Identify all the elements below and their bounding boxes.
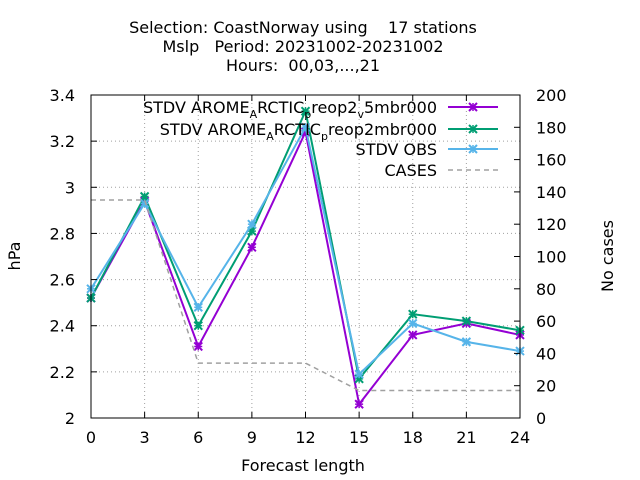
y-tick-label-2: 2 bbox=[65, 409, 75, 428]
legend-label-part: A bbox=[266, 130, 274, 143]
data-point-1-9 bbox=[247, 242, 257, 252]
legend-label-part: RCTIC bbox=[274, 120, 321, 139]
title-line-3: Hours: 00,03,...,21 bbox=[226, 56, 380, 75]
data-point-3-18 bbox=[408, 318, 418, 329]
y-axis-label: hPa bbox=[5, 242, 24, 271]
series-line-4 bbox=[91, 199, 520, 392]
y-tick-label-3.4: 3.4 bbox=[50, 86, 75, 105]
x-tick-label-9: 9 bbox=[247, 428, 257, 447]
data-point-2-9 bbox=[247, 226, 257, 236]
y-tick-label-2.4: 2.4 bbox=[50, 317, 75, 336]
data-point-1-15 bbox=[354, 399, 364, 409]
chart-title: Selection: CoastNorway using 17 stations… bbox=[129, 18, 477, 75]
data-point-1-6 bbox=[193, 341, 203, 352]
legend-label-part: RCTIC bbox=[257, 98, 304, 117]
axis-labels: Forecast length hPa No cases bbox=[5, 220, 617, 475]
legend-label-part: STDV AROME bbox=[160, 120, 267, 139]
data-point-2-3 bbox=[139, 191, 150, 202]
data-point-3-9 bbox=[247, 219, 257, 229]
legend-label-part: p bbox=[304, 108, 311, 121]
x-tick-label-6: 6 bbox=[193, 428, 203, 447]
legend-entry-1: STDV AROMEARCTICpreop2v5mbr000 bbox=[143, 98, 498, 121]
title-line-1: Selection: CoastNorway using 17 stations bbox=[129, 18, 477, 37]
x-tick-label-12: 12 bbox=[295, 428, 315, 447]
legend-entry-3: STDV OBS bbox=[356, 140, 498, 159]
legend-label-3: STDV OBS bbox=[356, 140, 437, 159]
series-layer bbox=[86, 106, 525, 409]
legend-label-4: CASES bbox=[384, 161, 437, 180]
title-line-2: Mslp Period: 20231002-20231002 bbox=[162, 37, 443, 56]
y2-tick-label-120: 120 bbox=[536, 215, 567, 234]
legend-entry-4: CASES bbox=[384, 161, 498, 180]
y2-tick-label-60: 60 bbox=[536, 312, 556, 331]
legend-label-part: reop2mbr000 bbox=[328, 120, 437, 139]
data-point-2-12 bbox=[300, 106, 311, 116]
y2-tick-label-160: 160 bbox=[536, 151, 567, 170]
legend-label-part: v bbox=[357, 108, 364, 121]
x-tick-label-3: 3 bbox=[140, 428, 150, 447]
x-tick-label-15: 15 bbox=[349, 428, 369, 447]
legend-label-2: STDV AROMEARCTICpreop2mbr000 bbox=[160, 120, 437, 143]
y-tick-label-2.8: 2.8 bbox=[50, 224, 75, 243]
data-point-2-21 bbox=[461, 316, 472, 326]
axis-ticks: 0 3 6 9 12 15 18 21 24 2 2.2 2.4 2.6 2.8 3 3.2 3.4 0 20 40 6… bbox=[50, 86, 567, 447]
data-point-2-6 bbox=[193, 321, 203, 331]
y2-tick-label-80: 80 bbox=[536, 280, 556, 299]
data-point-3-12 bbox=[300, 122, 311, 133]
series-3 bbox=[86, 122, 525, 379]
x-tick-label-0: 0 bbox=[86, 428, 96, 447]
legend-label-part: reop2 bbox=[311, 98, 357, 117]
data-point-3-15 bbox=[354, 369, 364, 379]
legend-label-part: 5mbr000 bbox=[364, 98, 437, 117]
legend-entry-2: STDV AROMEARCTICpreop2mbr000 bbox=[160, 120, 498, 143]
data-point-1-18 bbox=[408, 330, 418, 340]
legend-label-1: STDV AROMEARCTICpreop2v5mbr000 bbox=[143, 98, 437, 121]
series-line-3 bbox=[90, 124, 521, 377]
y2-tick-label-20: 20 bbox=[536, 377, 556, 396]
legend-label-part: STDV AROME bbox=[143, 98, 250, 117]
y2-tick-label-140: 140 bbox=[536, 183, 567, 202]
y-tick-label-3.2: 3.2 bbox=[50, 132, 75, 151]
series-4 bbox=[91, 199, 520, 392]
y2-axis-label: No cases bbox=[598, 220, 617, 292]
y-tick-label-2.6: 2.6 bbox=[50, 271, 75, 290]
x-tick-label-24: 24 bbox=[510, 428, 530, 447]
data-point-3-6 bbox=[193, 302, 203, 312]
y2-tick-label-100: 100 bbox=[536, 248, 567, 267]
data-point-2-18 bbox=[408, 309, 418, 319]
y2-tick-label-200: 200 bbox=[536, 86, 567, 105]
grid bbox=[91, 95, 520, 418]
y2-tick-label-0: 0 bbox=[536, 409, 546, 428]
x-tick-label-21: 21 bbox=[456, 428, 476, 447]
y-tick-label-3: 3 bbox=[65, 178, 75, 197]
legend-label-part: A bbox=[250, 108, 258, 121]
y2-tick-label-180: 180 bbox=[536, 118, 567, 137]
data-point-3-21 bbox=[461, 337, 472, 347]
x-tick-label-18: 18 bbox=[403, 428, 423, 447]
x-axis-label: Forecast length bbox=[241, 456, 365, 475]
legend-label-part: p bbox=[321, 130, 328, 143]
y-tick-label-2.2: 2.2 bbox=[50, 363, 75, 382]
y2-tick-label-40: 40 bbox=[536, 344, 556, 363]
